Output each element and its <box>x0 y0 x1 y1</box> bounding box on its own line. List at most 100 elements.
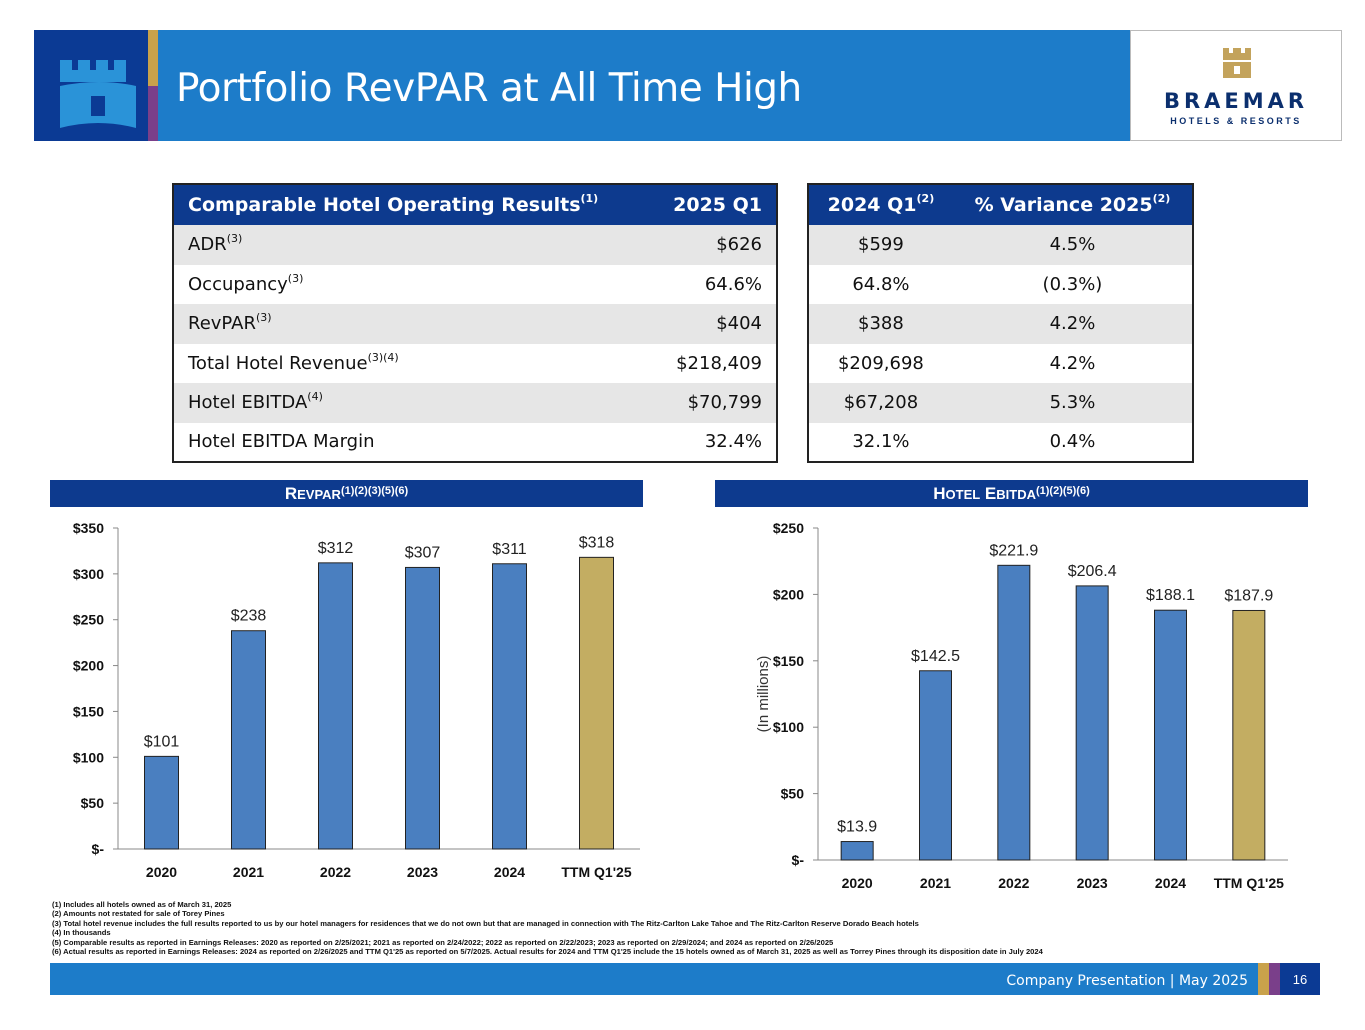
prior-value: $67,208 <box>808 383 953 423</box>
col-header: % Variance 2025(2) <box>952 184 1193 225</box>
table-row: Occupancy(3) 64.6% <box>173 265 777 305</box>
data-label: $188.1 <box>1146 587 1195 604</box>
y-tick-label: $150 <box>73 703 104 719</box>
charts: $- $50 $100 $150 $200 $250 $300 $350 $101 2020 $23… <box>73 520 1288 891</box>
data-label: $312 <box>318 540 354 557</box>
table-row: ADR(3) $626 <box>173 225 777 265</box>
bar <box>1075 585 1109 861</box>
row-value: $218,409 <box>676 352 762 374</box>
footer-accent-purple <box>1269 963 1280 995</box>
title-bar <box>158 30 1130 141</box>
x-tick-label: 2020 <box>842 875 873 891</box>
prior-value: $388 <box>808 304 953 344</box>
col-header: Comparable Hotel Operating Results(1) <box>173 184 650 225</box>
bar <box>1154 609 1187 861</box>
x-tick-label: 2021 <box>920 875 951 891</box>
footer-accent-gold <box>1258 963 1269 995</box>
variance-value: 5.3% <box>952 383 1193 423</box>
row-value: 32.4% <box>704 431 762 453</box>
row-label: Occupancy(3) <box>188 271 304 295</box>
x-tick-label: 2024 <box>494 864 525 880</box>
variance-value: 0.4% <box>1049 431 1096 453</box>
table-row: Hotel EBITDA Margin 32.4% <box>173 423 777 463</box>
footnote: (3) Total hotel revenue includes the ful… <box>52 918 919 928</box>
prior-value: $599 <box>808 225 953 265</box>
row-value: $404 <box>649 304 777 344</box>
logo-wordmark: BRAEMAR <box>1163 89 1309 113</box>
row-label: RevPAR(3) <box>173 304 650 344</box>
variance-value: 4.5% <box>952 225 1193 265</box>
data-label: $221.9 <box>989 542 1038 559</box>
bar <box>840 841 874 861</box>
braemar-logo: BRAEMAR HOTELS & RESORTS <box>1130 30 1342 141</box>
variance-value: (0.3%) <box>1042 273 1103 295</box>
x-tick-label: 2022 <box>998 875 1029 891</box>
page-title: Portfolio RevPAR at All Time High <box>176 66 802 111</box>
y-tick-label: $100 <box>773 719 804 735</box>
results-table: Comparable Hotel Operating Results(1) 20… <box>172 183 778 463</box>
row-label: ADR(3) <box>173 225 650 265</box>
y-tick-label: $350 <box>73 520 104 536</box>
prior-value: $209,698 <box>837 352 924 374</box>
y-tick-label: $200 <box>773 586 804 602</box>
prior-value: 64.8% <box>852 273 910 295</box>
table-row: $209,698 4.2% <box>808 344 1193 384</box>
y-tick-label: $50 <box>81 795 105 811</box>
table-row: 64.8% (0.3%) <box>808 265 1193 305</box>
y-tick-label: $- <box>792 852 805 868</box>
bar <box>492 563 527 850</box>
logo-subtitle: HOTELS & RESORTS <box>1170 116 1302 126</box>
x-tick-label: 2024 <box>1155 875 1186 891</box>
footnote: (6) Actual results as reported in Earnin… <box>52 947 1043 957</box>
y-tick-label: $300 <box>73 566 104 582</box>
y-tick-label: $100 <box>73 749 104 765</box>
castle-icon <box>60 60 136 128</box>
y-axis-label: (In millions) <box>755 656 772 733</box>
bar <box>405 566 440 850</box>
data-label: $13.9 <box>837 819 877 836</box>
footnote: (4) In thousands <box>52 928 111 938</box>
bar <box>579 556 614 850</box>
x-tick-label: TTM Q1'25 <box>1214 875 1284 891</box>
row-value: $70,799 <box>649 383 777 423</box>
row-label: Hotel EBITDA Margin <box>188 431 375 453</box>
ebitda-banner: HOTEL EBITDA(1)(2)(5)(6) <box>715 480 1308 507</box>
header-logo-block <box>34 30 148 141</box>
data-label: $101 <box>144 733 180 750</box>
bar <box>1232 609 1266 861</box>
accent-gold <box>148 30 158 86</box>
comparison-table: 2024 Q1(2) % Variance 2025(2) $599 4.5% 64… <box>807 183 1194 463</box>
prior-value: 32.1% <box>852 431 910 453</box>
footnote: (1) Includes all hotels owned as of Marc… <box>52 900 232 909</box>
bar <box>318 562 353 850</box>
y-tick-label: $- <box>92 841 105 857</box>
footer-bar: Company Presentation | May 2025 <box>50 963 1258 995</box>
x-tick-label: TTM Q1'25 <box>561 864 631 880</box>
bar <box>144 755 179 850</box>
bar <box>231 630 266 850</box>
table-row: Hotel EBITDA(4) $70,799 <box>173 383 777 423</box>
y-tick-label: $50 <box>781 786 805 802</box>
table-row: $599 4.5% <box>808 225 1193 265</box>
data-label: $311 <box>492 541 527 558</box>
variance-value: 4.2% <box>1049 352 1096 374</box>
data-label: $307 <box>405 544 441 561</box>
variance-value: 4.2% <box>952 304 1193 344</box>
row-value: 64.6% <box>704 273 762 295</box>
data-label: $142.5 <box>911 648 960 665</box>
y-tick-label: $150 <box>773 653 804 669</box>
chart-title: HOTEL EBITDA <box>933 484 1036 503</box>
logo-castle-icon <box>1223 48 1251 78</box>
footnote: (2) Amounts not restated for sale of Tor… <box>52 909 225 919</box>
accent-purple <box>148 86 158 141</box>
y-tick-label: $200 <box>73 658 104 674</box>
x-tick-label: 2023 <box>407 864 438 880</box>
x-tick-label: 2020 <box>146 864 177 880</box>
y-tick-label: $250 <box>73 612 104 628</box>
col-header: 2024 Q1(2) <box>808 184 953 225</box>
table-row: 32.1% 0.4% <box>808 423 1193 463</box>
row-value: $626 <box>649 225 777 265</box>
y-tick-label: $250 <box>773 520 804 536</box>
table-row: Total Hotel Revenue(3)(4) $218,409 <box>173 344 777 384</box>
x-tick-label: 2023 <box>1077 875 1108 891</box>
